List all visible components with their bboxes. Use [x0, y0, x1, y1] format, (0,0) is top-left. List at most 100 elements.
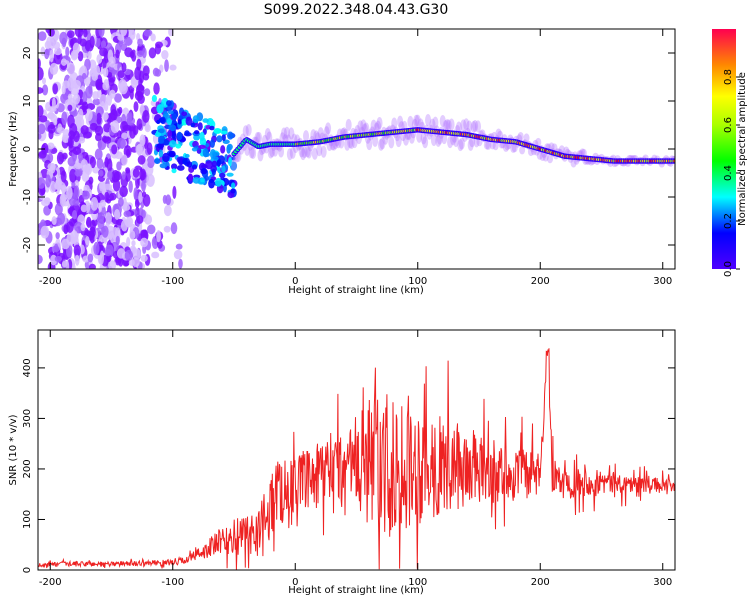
spectrogram-noise-blob: [94, 148, 103, 160]
spectrogram-noise-blob: [52, 83, 59, 95]
spectrogram-noise-blob: [82, 91, 88, 104]
spectrogram-noise-blob: [81, 151, 89, 159]
spectrogram-ridge-halo: [457, 139, 464, 152]
spectrogram-noise-blob: [73, 221, 83, 234]
spectrogram-transition-blob: [162, 152, 170, 163]
spectrogram-noise-blob: [71, 181, 76, 189]
spectrogram-noise-blob: [134, 198, 140, 209]
spectrogram-transition-blob: [213, 156, 219, 161]
spectrogram-noise-blob: [47, 162, 56, 171]
spectrogram-noise-blob: [101, 112, 109, 121]
spectrogram-noise-blob: [163, 225, 171, 233]
spectrogram-x-tick-label: 300: [653, 276, 672, 287]
spectrogram-transition-blob: [200, 168, 208, 175]
spectrogram-ridge-halo: [447, 136, 454, 149]
colorbar: [712, 29, 736, 269]
spectrogram-noise-blob: [38, 254, 43, 265]
spectrogram-ridge-halo: [463, 118, 470, 131]
spectrogram-transition-blob: [227, 131, 234, 140]
snr-xlabel: Height of straight line (km): [288, 585, 424, 596]
spectrogram-noise-blob: [98, 29, 105, 38]
spectrogram-transition-blob: [181, 111, 188, 117]
spectrogram-noise-blob: [137, 38, 143, 47]
spectrogram-noise-blob: [103, 79, 109, 86]
spectrogram-noise-blob: [85, 235, 90, 246]
spectrogram-noise-blob: [148, 47, 157, 59]
spectrogram-transition-blob: [191, 164, 198, 170]
spectrogram-ridge-halo: [502, 143, 509, 152]
spectrogram-y-tick-label: -10: [22, 189, 33, 205]
spectrogram-transition-blob: [171, 131, 177, 139]
spectrogram-transition-blob: [191, 147, 198, 152]
spectrogram-ridge-halo: [563, 146, 570, 156]
spectrogram-noise-blob: [40, 46, 46, 57]
spectrogram-noise-blob: [92, 166, 100, 174]
spectrogram-noise-blob: [138, 191, 143, 204]
spectrogram-ridge-halo: [519, 145, 526, 155]
spectrogram-x-tick-label: 100: [408, 276, 427, 287]
spectrogram-transition-blob: [184, 130, 190, 136]
spectrogram-noise-blob: [65, 46, 70, 58]
snr-x-tick-label: 300: [653, 577, 672, 588]
spectrogram-noise-blob: [144, 214, 153, 225]
spectrogram-ridge-halo: [416, 130, 423, 143]
spectrogram-ridge-halo: [372, 134, 379, 147]
colorbar-tick-label: 0.4: [723, 165, 734, 181]
spectrogram-transition-blob: [220, 130, 228, 135]
spectrogram-transition-blob: [216, 135, 223, 143]
spectrogram-transition-blob: [187, 173, 193, 182]
spectrogram-noise-blob: [97, 212, 105, 222]
spectrogram-noise-blob: [150, 33, 156, 42]
spectrogram-noise-blob: [108, 260, 117, 269]
spectrogram-noise-blob: [54, 47, 62, 56]
spectrogram-transition-blob: [167, 110, 174, 115]
spectrogram-ridge-halo: [304, 145, 311, 158]
spectrogram-ridge-halo: [395, 135, 402, 148]
spectrogram-transition-blob: [213, 128, 222, 134]
spectrogram-ridge-halo: [466, 120, 473, 133]
spectrogram-noise-blob: [74, 29, 84, 38]
spectrogram-noise-blob: [92, 91, 99, 100]
spectrogram-noise-blob: [146, 173, 155, 187]
spectrogram-noise-blob: [169, 64, 177, 71]
spectrogram-noise-blob: [116, 161, 122, 171]
spectrogram-noise-blob: [49, 49, 54, 63]
spectrogram-ridge-halo: [445, 119, 452, 132]
spectrogram-noise-blob: [101, 135, 110, 143]
spectrogram-noise-blob: [88, 83, 93, 95]
spectrogram-transition-blob: [151, 94, 158, 103]
spectrogram-noise-blob: [141, 180, 146, 193]
spectrogram-x-tick-label: -200: [39, 276, 62, 287]
spectrogram-noise-blob: [87, 50, 92, 60]
spectrogram-noise-blob: [82, 190, 90, 200]
spectrogram-transition-blob: [192, 177, 201, 184]
spectrogram-noise-blob: [129, 51, 135, 59]
spectrogram-ridge-halo: [523, 133, 530, 143]
spectrogram-noise-blob: [63, 224, 69, 235]
spectrogram-noise-blob: [81, 101, 88, 111]
spectrogram-transition-blob: [186, 161, 193, 168]
spectrogram-noise-blob: [55, 232, 60, 240]
spectrogram-transition-blob: [166, 118, 172, 126]
spectrogram-y-tick-label: 20: [22, 47, 33, 60]
spectrogram-noise-blob: [117, 106, 123, 115]
spectrogram-x-tick-label: 200: [531, 276, 550, 287]
spectrogram-noise-blob: [62, 152, 68, 160]
spectrogram-noise-blob: [38, 58, 41, 69]
snr-marks: [38, 348, 675, 570]
spectrogram-noise-blob: [146, 155, 155, 169]
spectrogram-transition-blob: [158, 138, 165, 144]
spectrogram-ridge-halo: [286, 148, 293, 161]
spectrogram-noise-blob: [132, 248, 141, 260]
spectrogram-noise-blob: [62, 80, 70, 89]
spectrogram-noise-blob: [108, 192, 117, 201]
spectrogram-ridge-halo: [317, 127, 324, 140]
spectrogram-noise-blob: [123, 210, 131, 218]
spectrogram-noise-blob: [116, 137, 126, 149]
spectrogram-noise-blob: [99, 47, 108, 57]
spectrogram-noise-blob: [124, 68, 131, 76]
spectrogram-noise-blob: [140, 254, 148, 262]
spectrogram-ridge-halo: [450, 133, 457, 146]
spectrogram-noise-blob: [112, 178, 121, 192]
